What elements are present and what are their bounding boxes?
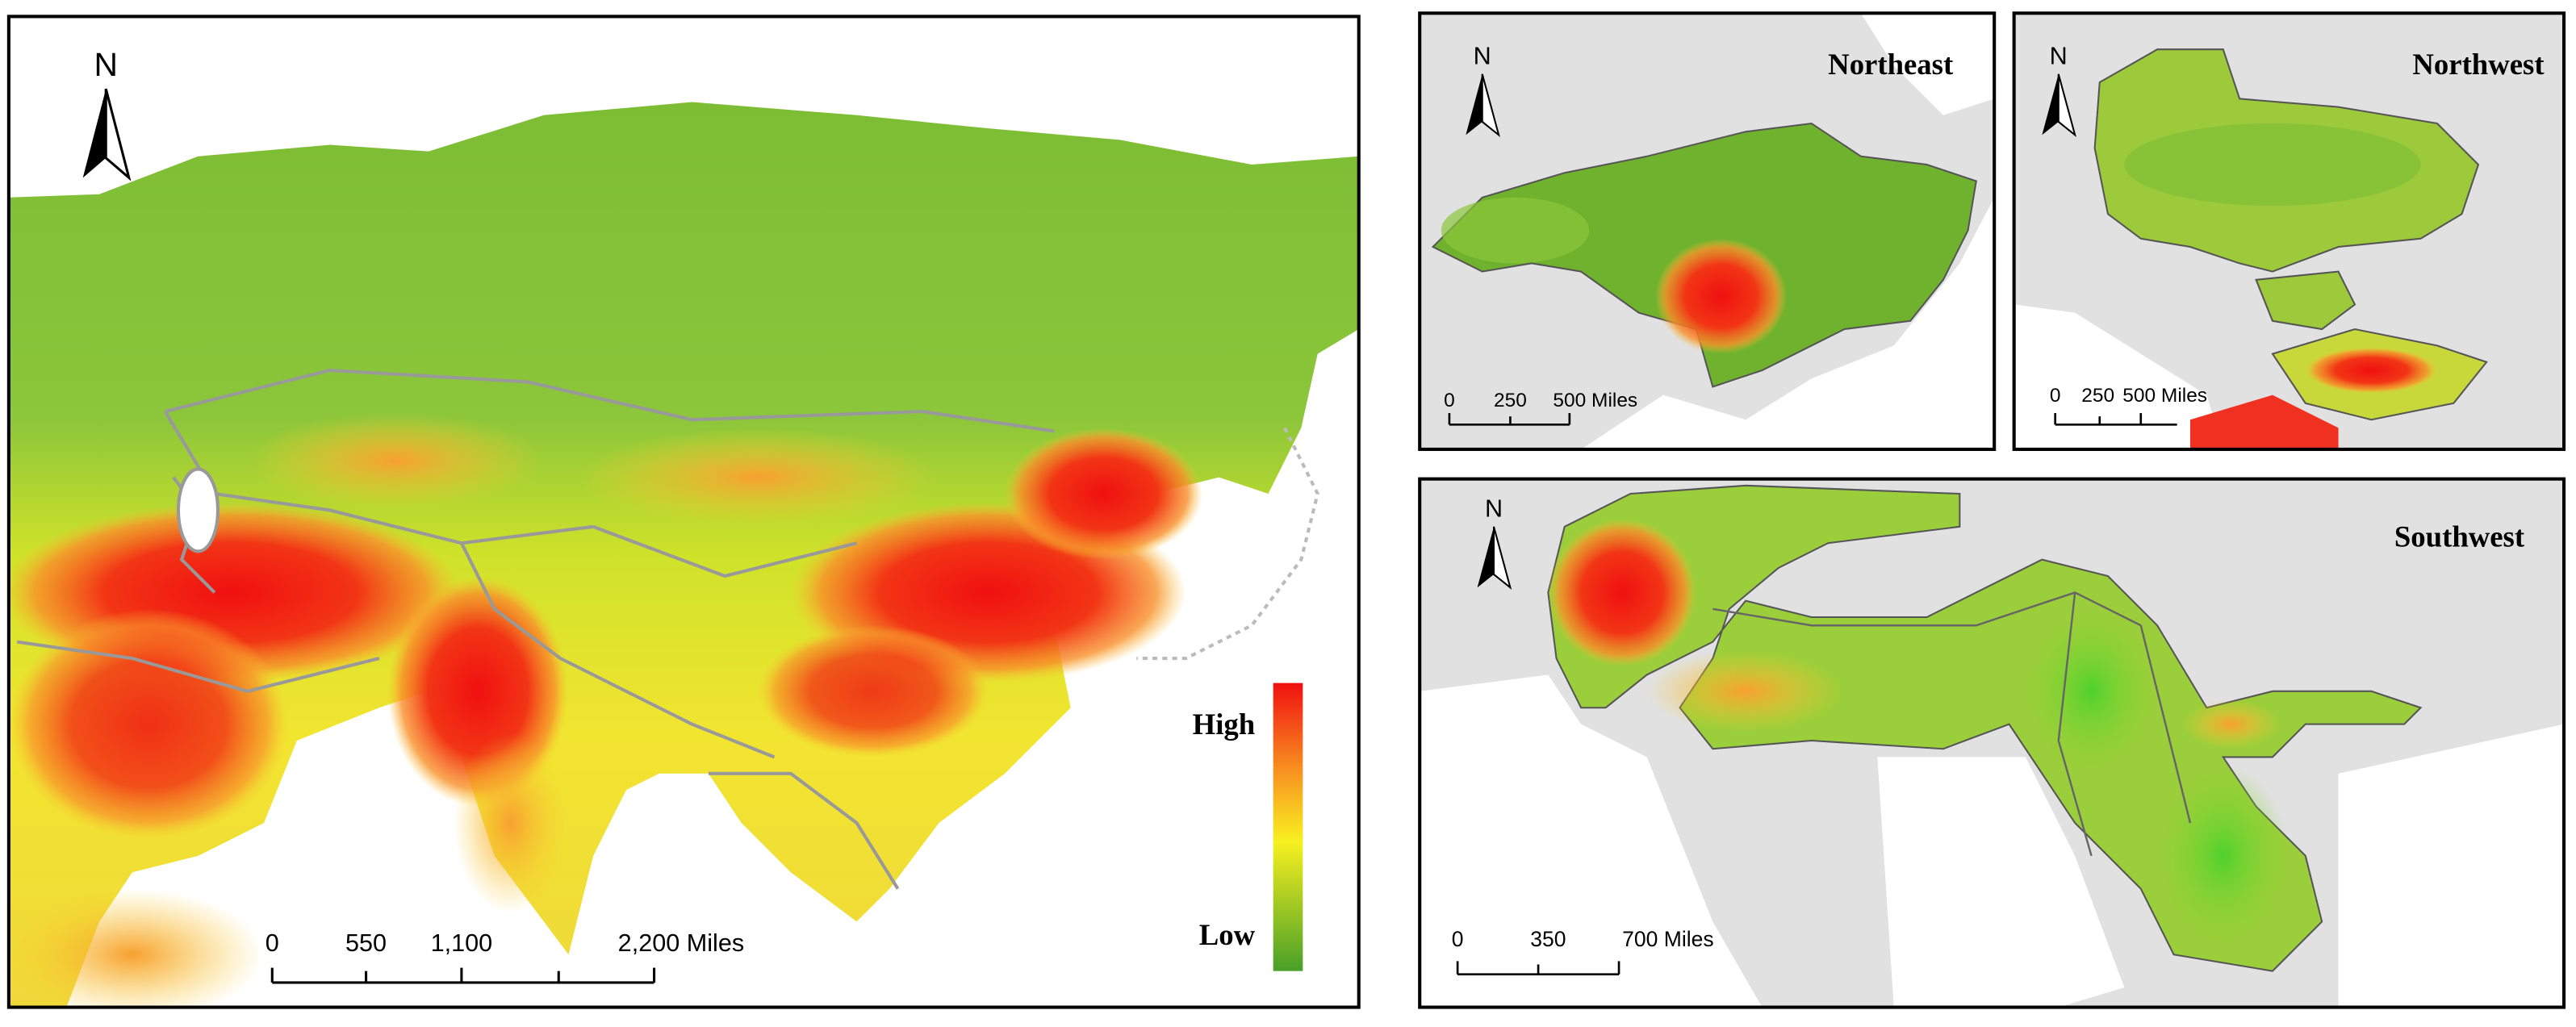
scale-label: 500 Miles bbox=[2122, 385, 2207, 407]
legend-low: Low bbox=[1199, 918, 1256, 951]
scale-label: 250 bbox=[1494, 390, 1527, 411]
map-shape bbox=[2305, 347, 2437, 394]
map-shape bbox=[1456, 961, 1620, 976]
map-shape bbox=[2014, 304, 2223, 449]
map-shape bbox=[576, 428, 939, 527]
map-shape bbox=[8, 888, 265, 1008]
inset-northwest: Northwest N 0 250 500 Miles bbox=[2012, 11, 2566, 451]
inset-title: Southwest bbox=[2394, 520, 2525, 553]
scale-label: 550 bbox=[345, 929, 387, 957]
map-shape bbox=[2014, 48, 2488, 449]
inset-title: Northeast bbox=[1828, 48, 1954, 81]
map-shape bbox=[2124, 123, 2421, 207]
north-label: N bbox=[1485, 495, 1503, 523]
scale-label: 350 bbox=[1530, 927, 1566, 951]
scale-label: 2,200 Miles bbox=[618, 929, 744, 957]
north-label: N bbox=[2050, 43, 2068, 70]
map-shape bbox=[2338, 724, 2565, 1008]
map-shape bbox=[1877, 757, 2125, 1008]
map-shape bbox=[1646, 649, 1845, 733]
map-shape bbox=[247, 411, 544, 511]
map-shape bbox=[2054, 413, 2177, 426]
scale-label: 0 bbox=[1444, 390, 1455, 411]
map-shape bbox=[1136, 427, 1319, 661]
map-shape bbox=[453, 732, 569, 914]
map-shape bbox=[16, 368, 1055, 890]
map-shape bbox=[2012, 11, 2566, 451]
map-shape bbox=[1860, 13, 1995, 115]
map-shape bbox=[2181, 699, 2281, 749]
legend-gradient bbox=[1273, 683, 1303, 971]
map-shape bbox=[1492, 526, 1512, 591]
map-shape bbox=[1431, 13, 1995, 449]
scale-bar bbox=[270, 967, 656, 984]
map-shape bbox=[1481, 73, 1500, 138]
map-shape bbox=[1448, 413, 1571, 426]
map-shape bbox=[2157, 765, 2290, 947]
map-shape bbox=[1005, 428, 1202, 560]
inset-southwest: Southwest N 0 350 700 Miles bbox=[1418, 477, 2566, 1009]
map-shape bbox=[1420, 484, 2565, 1008]
inset-northeast: Northeast N 0 250 500 Miles bbox=[1418, 11, 1997, 451]
map-shape bbox=[1548, 518, 1696, 667]
main-map-land bbox=[8, 102, 1359, 1008]
north-arrow bbox=[104, 88, 132, 182]
map-shape bbox=[1420, 674, 1763, 1008]
map-shape bbox=[1418, 477, 2566, 1009]
scale-label: 250 bbox=[2081, 385, 2114, 407]
scale-label: 0 bbox=[266, 929, 279, 957]
map-shape bbox=[2042, 73, 2059, 136]
legend-high: High bbox=[1193, 708, 1256, 741]
map-shape bbox=[758, 625, 989, 758]
scale-label: 0 bbox=[2050, 385, 2061, 407]
north-arrow bbox=[82, 89, 107, 178]
map-shape bbox=[8, 102, 1359, 1008]
north-label: N bbox=[1474, 43, 1491, 70]
map-shape bbox=[1654, 238, 1788, 354]
north-label: N bbox=[94, 46, 117, 83]
map-shape bbox=[2057, 73, 2076, 138]
map-shape bbox=[2255, 270, 2356, 331]
map-shape bbox=[176, 467, 220, 553]
map-shape bbox=[1441, 197, 1590, 264]
map-shape bbox=[1418, 11, 1997, 451]
map-frame bbox=[6, 15, 1361, 1009]
scale-label: 700 Miles bbox=[1622, 927, 1713, 951]
main-map: N High Low 0 550 1,100 2,200 Miles bbox=[6, 15, 1361, 1009]
map-shape bbox=[8, 608, 289, 840]
map-shape bbox=[1581, 197, 1995, 449]
map-shape bbox=[1712, 591, 2192, 857]
scale-label: 1,100 bbox=[431, 929, 493, 957]
scale-label: 500 Miles bbox=[1553, 390, 1637, 411]
scale-label: 0 bbox=[1452, 927, 1464, 951]
inset-title: Northwest bbox=[2412, 48, 2545, 81]
map-shape bbox=[2025, 608, 2158, 774]
